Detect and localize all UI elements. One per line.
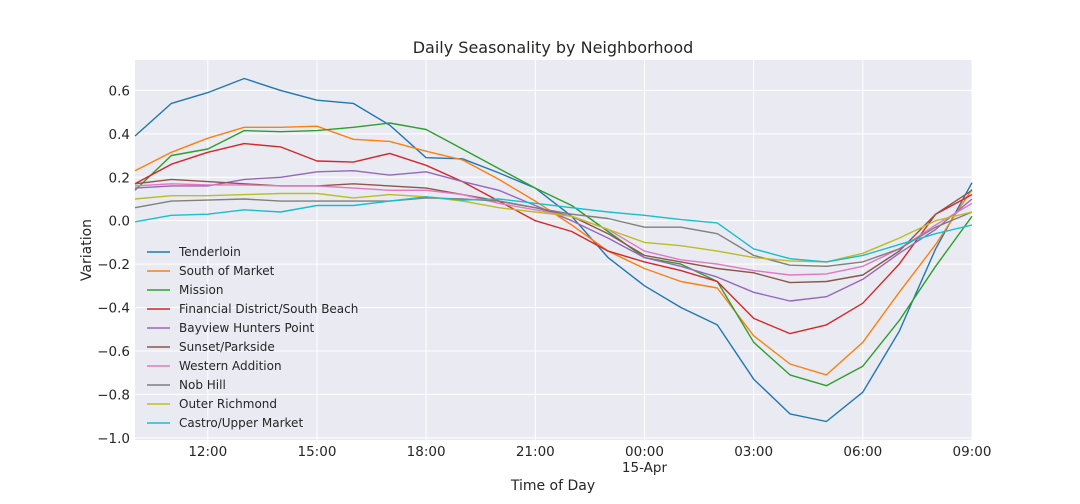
x-tick-label: 06:00 (843, 444, 882, 460)
y-tick-label: 0.6 (109, 83, 130, 99)
legend-label: Western Addition (179, 359, 282, 373)
x-axis-label: Time of Day (510, 478, 595, 494)
x-tick-label: 09:00 (953, 444, 992, 460)
x-tick-label: 21:00 (516, 444, 555, 460)
plot-area (135, 60, 972, 440)
x-tick-label: 15:00 (298, 444, 337, 460)
y-tick-label: 0.0 (109, 214, 130, 230)
series-layer (134, 77, 973, 423)
y-tick-label: −0.8 (97, 387, 130, 403)
legend-label: Outer Richmond (179, 397, 277, 411)
series-line-7 (134, 197, 973, 267)
y-axis-ticks: 0.6 0.4 0.2 0.0 −0.2 −0.4 −0.6 −0.8 −1.0 (97, 83, 130, 446)
legend-label: Nob Hill (179, 378, 226, 392)
x-tick-sublabel: 15-Apr (622, 460, 668, 476)
y-tick-label: 0.2 (109, 170, 130, 186)
legend-label: Bayview Hunters Point (179, 321, 315, 335)
legend-label: Tenderloin (178, 245, 241, 259)
legend-label: Sunset/Parkside (179, 340, 275, 354)
x-tick-label: 18:00 (407, 444, 446, 460)
series-line-9 (134, 196, 973, 263)
y-tick-label: −1.0 (97, 431, 130, 447)
series-line-2 (134, 122, 973, 387)
y-tick-label: −0.6 (97, 344, 130, 360)
x-tick-label: 03:00 (734, 444, 773, 460)
y-tick-label: 0.4 (109, 127, 130, 143)
y-tick-label: −0.2 (97, 257, 130, 273)
x-tick-label: 12:00 (188, 444, 227, 460)
legend-label: Castro/Upper Market (179, 416, 303, 430)
series-line-3 (134, 142, 973, 335)
series-line-0 (134, 77, 973, 423)
legend-label: Financial District/South Beach (179, 302, 358, 316)
x-tick-label: 00:00 (625, 444, 664, 460)
chart-title: Daily Seasonality by Neighborhood (413, 38, 694, 57)
legend: Tenderloin South of Market Mission Financia… (147, 245, 358, 430)
legend-label: Mission (179, 283, 223, 297)
series-line-6 (134, 183, 973, 276)
legend-label: South of Market (179, 264, 275, 278)
y-tick-label: −0.4 (97, 301, 130, 317)
y-axis-label: Variation (79, 219, 95, 281)
